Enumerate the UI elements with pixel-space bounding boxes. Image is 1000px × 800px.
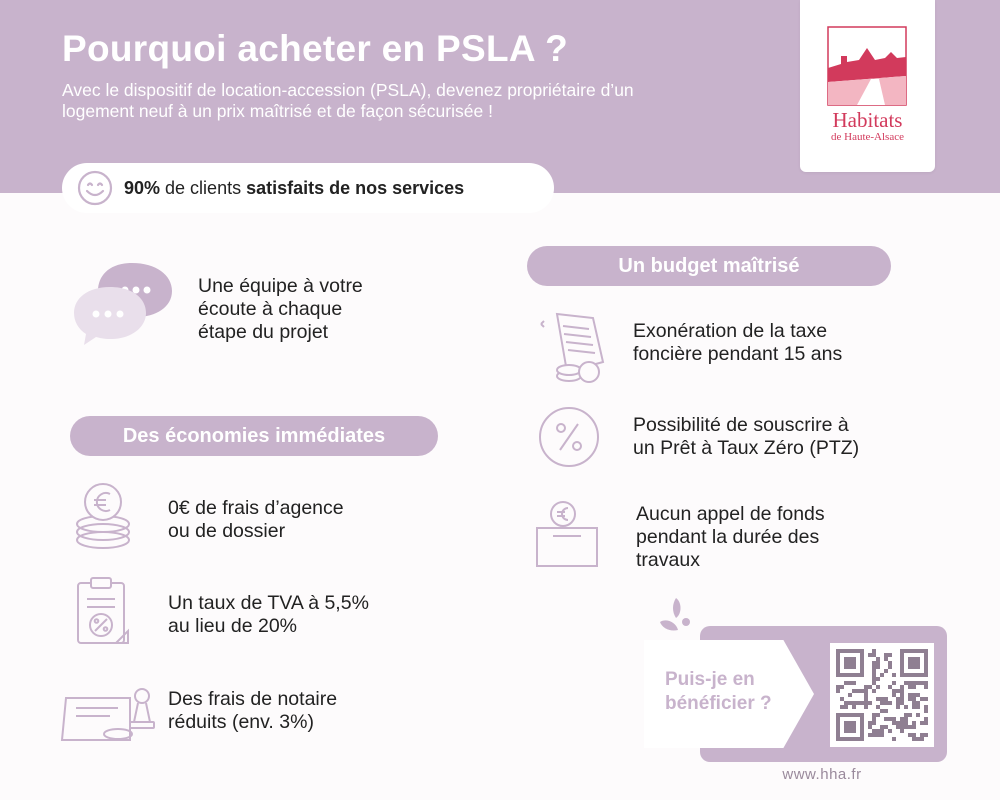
logo-card: Habitats de Haute-Alsace bbox=[800, 0, 935, 172]
economies-item-0: 0€ de frais d’agence ou de dossier bbox=[168, 497, 344, 542]
chat-bubbles-icon bbox=[74, 263, 172, 345]
tax-document-icon bbox=[540, 312, 605, 383]
satisfaction-pill: 90% de clients satisfaits de nos service… bbox=[62, 163, 554, 213]
qr-label[interactable]: Puis-je en bénéficier ? bbox=[665, 669, 772, 714]
team-text: Une équipe à votre écoute à chaque étape… bbox=[198, 275, 363, 343]
budget-item-0: Exonération de la taxe foncière pendant … bbox=[633, 320, 843, 365]
website-link[interactable]: www.hha.fr bbox=[782, 766, 862, 783]
budget-item-1: Possibilité de souscrire à un Prêt à Tau… bbox=[633, 414, 860, 459]
economies-item-2: Des frais de notaire réduits (env. 3%) bbox=[168, 688, 338, 733]
logo-name: Habitats bbox=[832, 108, 903, 132]
qr-arrow-panel bbox=[644, 640, 814, 748]
satisfaction-bold: satisfaits de nos services bbox=[246, 178, 465, 198]
page-title: Pourquoi acheter en PSLA ? bbox=[62, 28, 568, 69]
page-subtitle: Avec le dispositif de location-accession… bbox=[62, 80, 634, 121]
budget-item-2: Aucun appel de fonds pendant la durée de… bbox=[636, 503, 825, 571]
economies-heading: Des économies immédiates bbox=[70, 416, 438, 456]
logo-rooftops-icon bbox=[827, 26, 907, 106]
satisfaction-mid: de clients bbox=[160, 178, 247, 198]
euro-coins-icon bbox=[76, 483, 130, 549]
qr-code-icon[interactable] bbox=[836, 649, 928, 741]
notary-stamp-icon bbox=[60, 688, 155, 741]
splash-decoration-icon bbox=[660, 598, 690, 631]
satisfaction-text: 90% de clients satisfaits de nos service… bbox=[124, 178, 464, 199]
budget-heading: Un budget maîtrisé bbox=[527, 246, 891, 286]
economies-item-1: Un taux de TVA à 5,5% au lieu de 20% bbox=[168, 592, 369, 637]
satisfaction-percent: 90% bbox=[124, 178, 161, 198]
smiley-icon bbox=[77, 170, 113, 206]
clipboard-percent-icon bbox=[77, 577, 129, 644]
logo-subtitle: de Haute-Alsace bbox=[831, 131, 904, 143]
percent-circle-icon bbox=[539, 407, 599, 467]
euro-box-icon bbox=[536, 501, 598, 567]
qr-code-frame bbox=[830, 643, 934, 747]
